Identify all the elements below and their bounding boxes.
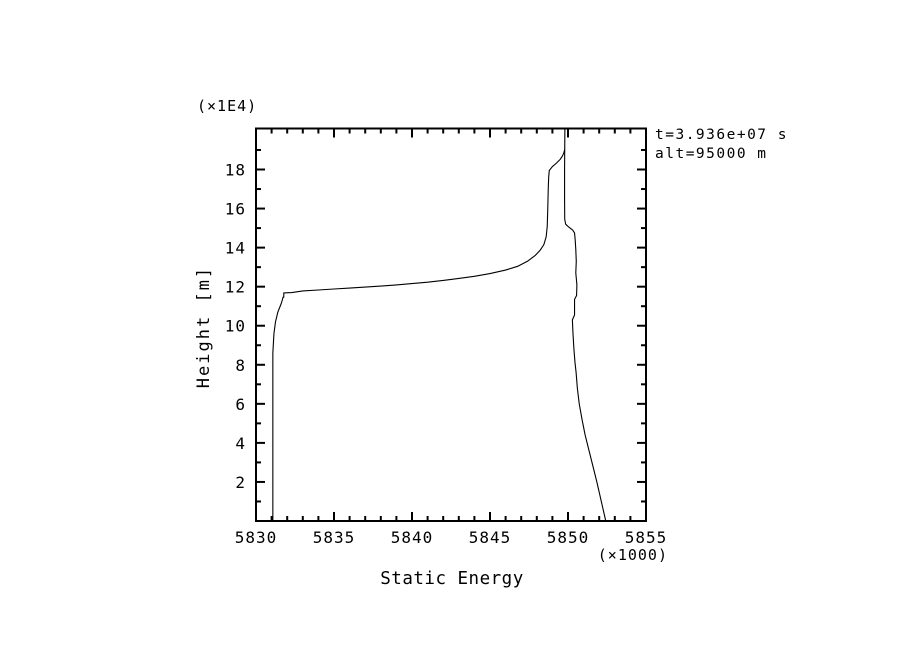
annotation-altitude: alt=95000 m	[655, 146, 768, 162]
x-tick-label: 5845	[469, 528, 512, 547]
x-tick-label: 5840	[391, 528, 434, 547]
chart-title: Static Energy	[380, 569, 523, 589]
y-tick-label: 8	[235, 356, 246, 375]
x-tick-label: 5830	[235, 528, 278, 547]
y-tick-label: 18	[225, 161, 246, 180]
y-tick-label: 4	[235, 434, 246, 453]
plot-area: 5830 5835 5840 5845 5850 5855 2 4 6 8 10 12 14 16 18	[225, 127, 668, 547]
x-tick-label: 5855	[625, 528, 668, 547]
curve-static-energy-profile-upper-branch	[564, 127, 607, 522]
y-axis-title: Height [m]	[194, 266, 214, 388]
y-tick-label: 2	[235, 473, 246, 492]
y-tick-label: 10	[225, 317, 246, 336]
y-tick-label: 14	[225, 239, 246, 258]
curve-static-energy-profile-lower-branch	[272, 149, 566, 522]
y-axis-multiplier-label: (×1E4)	[197, 97, 257, 115]
y-tick-label: 16	[225, 200, 246, 219]
annotation-time: t=3.936e+07 s	[655, 127, 788, 143]
x-tick-label: 5835	[313, 528, 356, 547]
y-tick-label: 6	[235, 395, 246, 414]
y-tick-label: 12	[225, 278, 246, 297]
x-axis-multiplier-label: (×1000)	[598, 546, 668, 564]
x-tick-label: 5850	[547, 528, 590, 547]
plot-frame	[255, 127, 647, 522]
